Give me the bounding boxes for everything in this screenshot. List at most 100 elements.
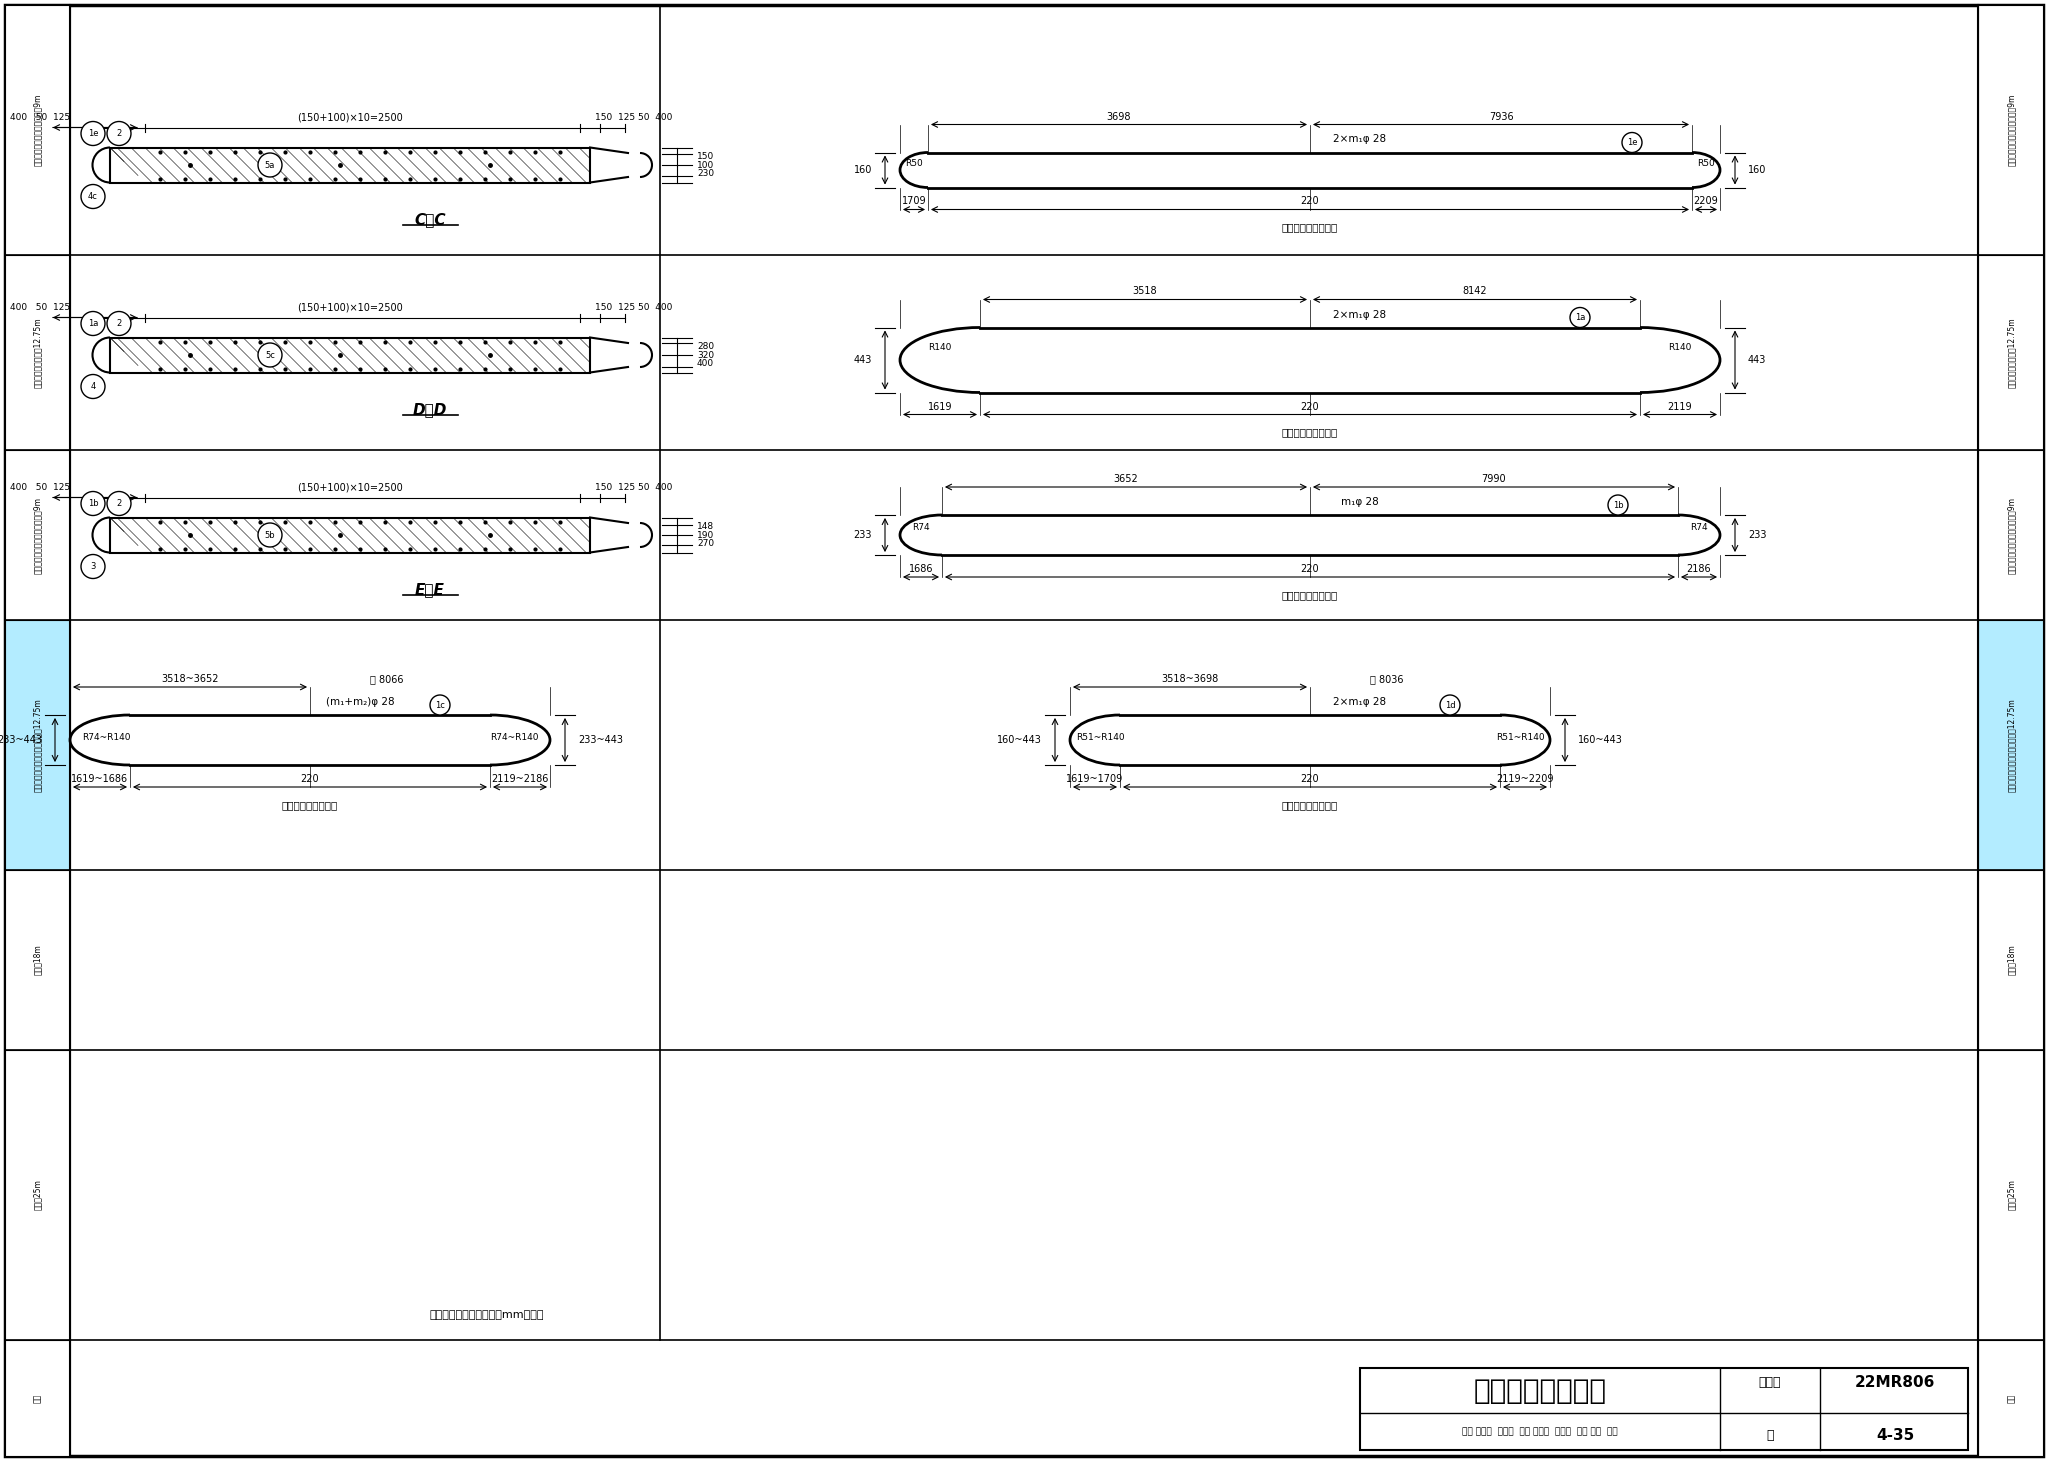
Text: 现浇桥面板、桥面宽12.75m: 现浇桥面板、桥面宽12.75m — [33, 317, 41, 387]
Text: (150+100)×10=2500: (150+100)×10=2500 — [297, 482, 403, 492]
Bar — [4, 619, 70, 869]
Text: 页: 页 — [1765, 1429, 1774, 1442]
Bar — [4, 1340, 70, 1457]
Text: 单面焊（水平郭接）: 单面焊（水平郭接） — [1282, 222, 1337, 232]
Text: 沟 8036: 沟 8036 — [1370, 674, 1403, 684]
Text: 233~443: 233~443 — [0, 735, 43, 745]
Circle shape — [106, 311, 131, 336]
Text: 单面焊（水平郭接）: 单面焊（水平郭接） — [283, 801, 338, 809]
Text: 220: 220 — [1300, 774, 1319, 785]
Text: 160~443: 160~443 — [1579, 735, 1622, 745]
Text: 3518: 3518 — [1133, 286, 1157, 297]
Bar — [4, 1050, 70, 1340]
Text: 320: 320 — [696, 351, 715, 359]
Text: 443: 443 — [1749, 355, 1765, 365]
Text: 2×m₁φ 28: 2×m₁φ 28 — [1333, 134, 1386, 145]
Text: 5a: 5a — [264, 161, 274, 169]
Text: 1a: 1a — [1575, 313, 1585, 321]
Text: 220: 220 — [1300, 564, 1319, 574]
Text: 2: 2 — [117, 129, 121, 137]
Text: 160: 160 — [854, 165, 872, 175]
Text: (m₁+m₂)φ 28: (m₁+m₂)φ 28 — [326, 697, 395, 707]
Text: 桥面宽25m: 桥面宽25m — [33, 1179, 41, 1210]
Text: E－E: E－E — [416, 583, 444, 598]
Bar — [4, 4, 70, 256]
Text: 160~443: 160~443 — [997, 735, 1042, 745]
Text: 8142: 8142 — [1462, 286, 1487, 297]
Text: 5b: 5b — [264, 530, 274, 539]
Text: 其他: 其他 — [33, 1394, 41, 1403]
Circle shape — [82, 555, 104, 579]
Text: 148: 148 — [696, 522, 715, 530]
Text: 单面焊（水平郭接）: 单面焊（水平郭接） — [1282, 801, 1337, 809]
Text: 2: 2 — [117, 318, 121, 329]
Text: 桥面宽25m: 桥面宽25m — [2007, 1179, 2015, 1210]
Text: 3698: 3698 — [1106, 111, 1130, 121]
Text: 单面焊（水平郭接）: 单面焊（水平郭接） — [1282, 590, 1337, 600]
Circle shape — [1571, 307, 1589, 327]
Bar — [1978, 619, 2044, 869]
Text: 3652: 3652 — [1114, 473, 1139, 484]
Text: R51~R140: R51~R140 — [1075, 733, 1124, 742]
Text: 220: 220 — [301, 774, 319, 785]
Text: (150+100)×10=2500: (150+100)×10=2500 — [297, 112, 403, 123]
Text: 1709: 1709 — [901, 196, 926, 206]
Text: (150+100)×10=2500: (150+100)×10=2500 — [297, 302, 403, 313]
Text: 1b: 1b — [88, 500, 98, 508]
Text: R74: R74 — [1690, 523, 1708, 532]
Text: 400   50  125: 400 50 125 — [10, 484, 70, 492]
Text: R74~R140: R74~R140 — [489, 733, 539, 742]
Text: 1e: 1e — [88, 129, 98, 137]
Circle shape — [106, 121, 131, 146]
Text: 图集号: 图集号 — [1759, 1376, 1782, 1389]
Text: 150: 150 — [696, 152, 715, 161]
Bar — [111, 337, 590, 373]
Text: 100: 100 — [696, 161, 715, 169]
Text: 沟 8066: 沟 8066 — [371, 674, 403, 684]
Text: 桥面板锄筋构造图: 桥面板锄筋构造图 — [1473, 1376, 1606, 1404]
Text: 4: 4 — [90, 381, 96, 392]
Text: m₁φ 28: m₁φ 28 — [1341, 497, 1378, 507]
Text: 其他: 其他 — [2007, 1394, 2015, 1403]
Text: 2119: 2119 — [1667, 402, 1692, 412]
Text: 2×m₁φ 28: 2×m₁φ 28 — [1333, 310, 1386, 320]
Text: 3: 3 — [90, 562, 96, 571]
Text: D－D: D－D — [414, 402, 446, 418]
Circle shape — [258, 153, 283, 177]
Bar — [4, 256, 70, 450]
Text: R50: R50 — [1698, 158, 1714, 168]
Text: R51~R140: R51~R140 — [1495, 733, 1544, 742]
Text: 1686: 1686 — [909, 564, 934, 574]
Text: 2×m₁φ 28: 2×m₁φ 28 — [1333, 697, 1386, 707]
Text: 233: 233 — [854, 530, 872, 541]
Text: 单面焊（水平郭接）: 单面焊（水平郭接） — [1282, 428, 1337, 437]
Text: 3518~3698: 3518~3698 — [1161, 674, 1219, 684]
Bar — [111, 517, 590, 552]
Circle shape — [1608, 495, 1628, 514]
Text: R140: R140 — [1669, 342, 1692, 352]
Text: 7990: 7990 — [1481, 473, 1507, 484]
Text: 2209: 2209 — [1694, 196, 1718, 206]
Text: 400   50  125: 400 50 125 — [10, 114, 70, 123]
Circle shape — [430, 695, 451, 714]
Text: 2119~2209: 2119~2209 — [1497, 774, 1554, 785]
Text: 400   50  125: 400 50 125 — [10, 304, 70, 313]
Bar — [1978, 4, 2044, 256]
Text: 2: 2 — [117, 500, 121, 508]
Text: 现浇桥面板、桥面宽12.75m: 现浇桥面板、桥面宽12.75m — [2007, 317, 2015, 387]
Bar — [4, 450, 70, 619]
Text: 230: 230 — [696, 169, 715, 178]
Bar — [1360, 1367, 1968, 1449]
Text: 150  125 50  400: 150 125 50 400 — [596, 304, 672, 313]
Circle shape — [258, 523, 283, 546]
Circle shape — [258, 343, 283, 367]
Bar — [1978, 1050, 2044, 1340]
Text: 预制双主梁非支撑体系、桥面宽9m: 预制双主梁非支撑体系、桥面宽9m — [2007, 497, 2015, 574]
Text: 400: 400 — [696, 359, 715, 368]
Circle shape — [82, 121, 104, 146]
Text: 190: 190 — [696, 530, 715, 539]
Text: 预制双主梁非支撑体系、桥面宽12.75m: 预制双主梁非支撑体系、桥面宽12.75m — [2007, 698, 2015, 792]
Text: 2119~2186: 2119~2186 — [492, 774, 549, 785]
Bar — [1978, 869, 2044, 1050]
Text: 现浇双主梁支撑体系、桥面宽9m: 现浇双主梁支撑体系、桥面宽9m — [33, 94, 41, 167]
